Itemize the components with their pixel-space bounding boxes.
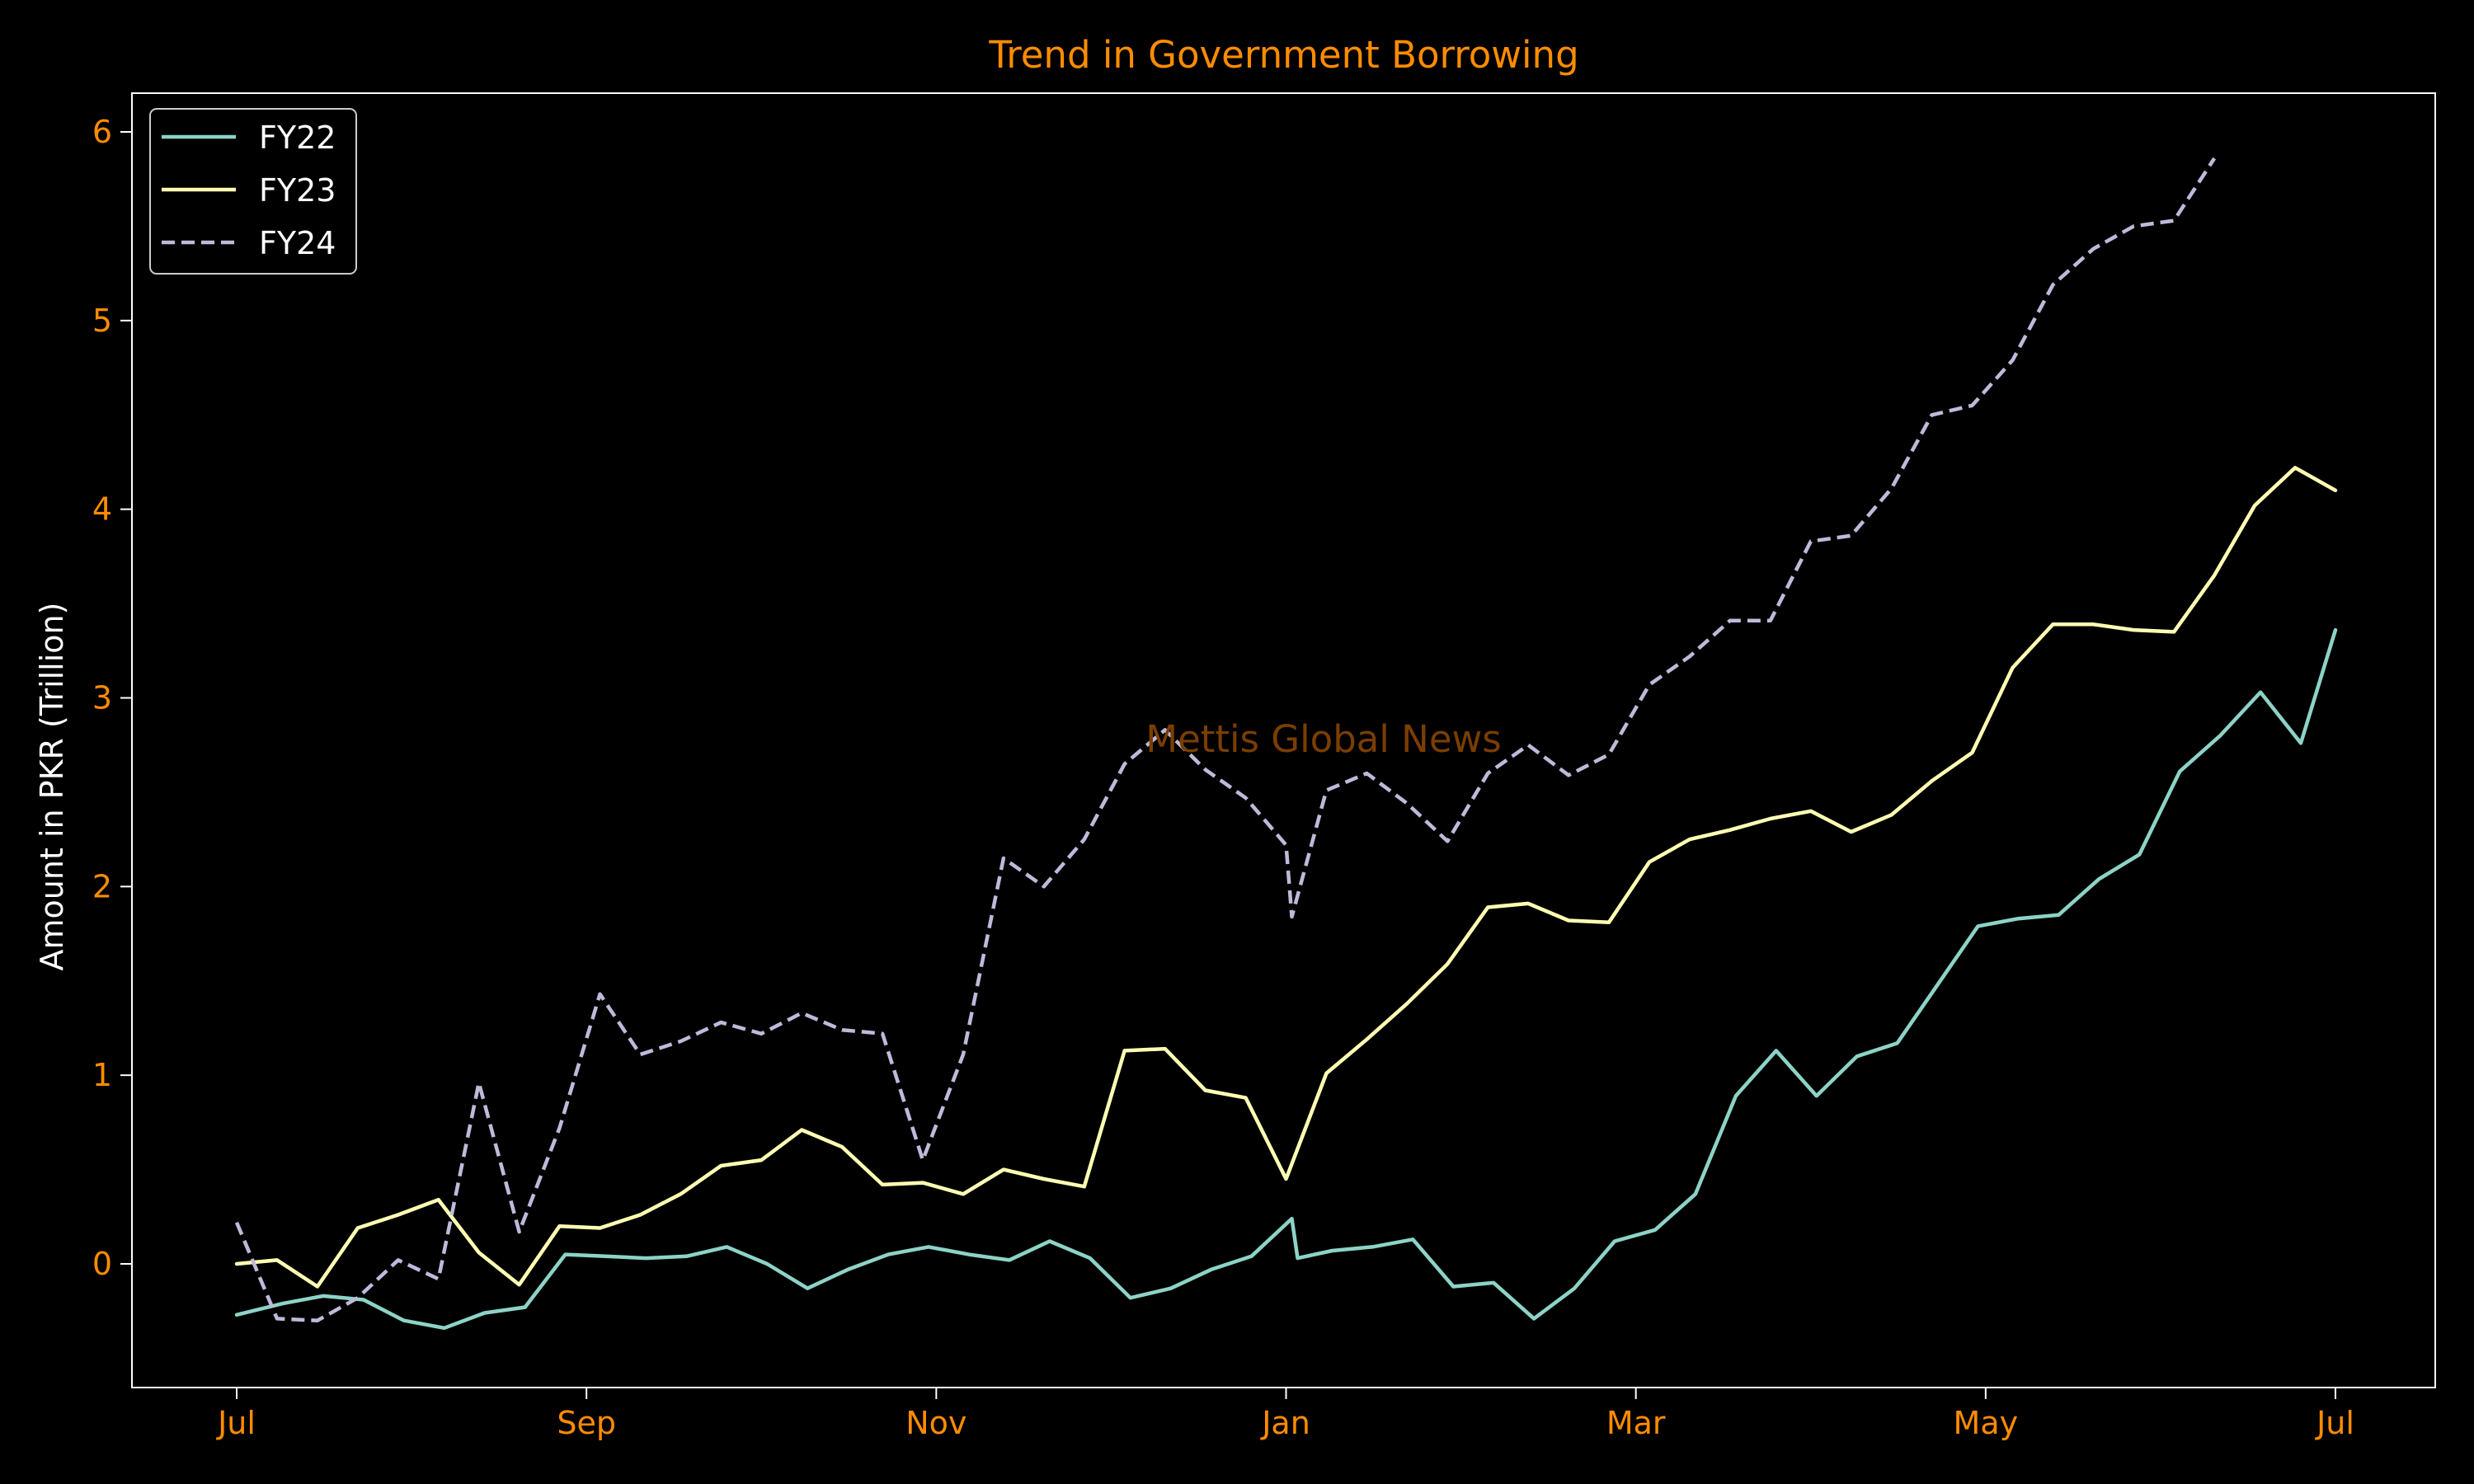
x-tick-label: Mar bbox=[1606, 1405, 1666, 1441]
x-tick-label: Nov bbox=[905, 1405, 967, 1441]
x-tick-label: Jul bbox=[216, 1405, 256, 1441]
legend: FY22 FY23 FY24 bbox=[149, 108, 357, 275]
x-tick-label: Jul bbox=[2315, 1405, 2354, 1441]
series-line-fy23 bbox=[234, 466, 2338, 1289]
x-tick-label: Jan bbox=[1260, 1405, 1310, 1441]
y-axis-label: Amount in PKR (Trillion) bbox=[34, 603, 70, 971]
y-tick-label: 3 bbox=[92, 680, 112, 716]
chart-title: Trend in Government Borrowing bbox=[988, 33, 1578, 77]
plot-area bbox=[234, 157, 2338, 1331]
series-line-fy24 bbox=[234, 157, 2217, 1322]
y-tick-label: 2 bbox=[92, 868, 112, 904]
y-tick-label: 1 bbox=[92, 1057, 112, 1093]
legend-box bbox=[149, 108, 357, 275]
axes-frame bbox=[131, 92, 2436, 1388]
y-tick-label: 6 bbox=[92, 114, 112, 150]
y-tick-label: 4 bbox=[92, 491, 112, 528]
x-tick-label: Sep bbox=[557, 1405, 616, 1441]
y-tick-label: 5 bbox=[92, 303, 112, 339]
legend-label-fy22: FY22 bbox=[259, 120, 336, 156]
legend-label-fy23: FY23 bbox=[259, 172, 336, 209]
y-axis: 0 1 2 3 4 5 6 bbox=[92, 114, 132, 1282]
legend-label-fy24: FY24 bbox=[259, 225, 336, 261]
y-tick-label: 0 bbox=[92, 1246, 112, 1282]
x-tick-label: May bbox=[1954, 1405, 2019, 1441]
x-axis: Jul Sep Nov Jan Mar May Jul bbox=[216, 1388, 2354, 1441]
watermark: Mettis Global News bbox=[1145, 717, 1502, 761]
series-line-fy22 bbox=[234, 627, 2338, 1331]
